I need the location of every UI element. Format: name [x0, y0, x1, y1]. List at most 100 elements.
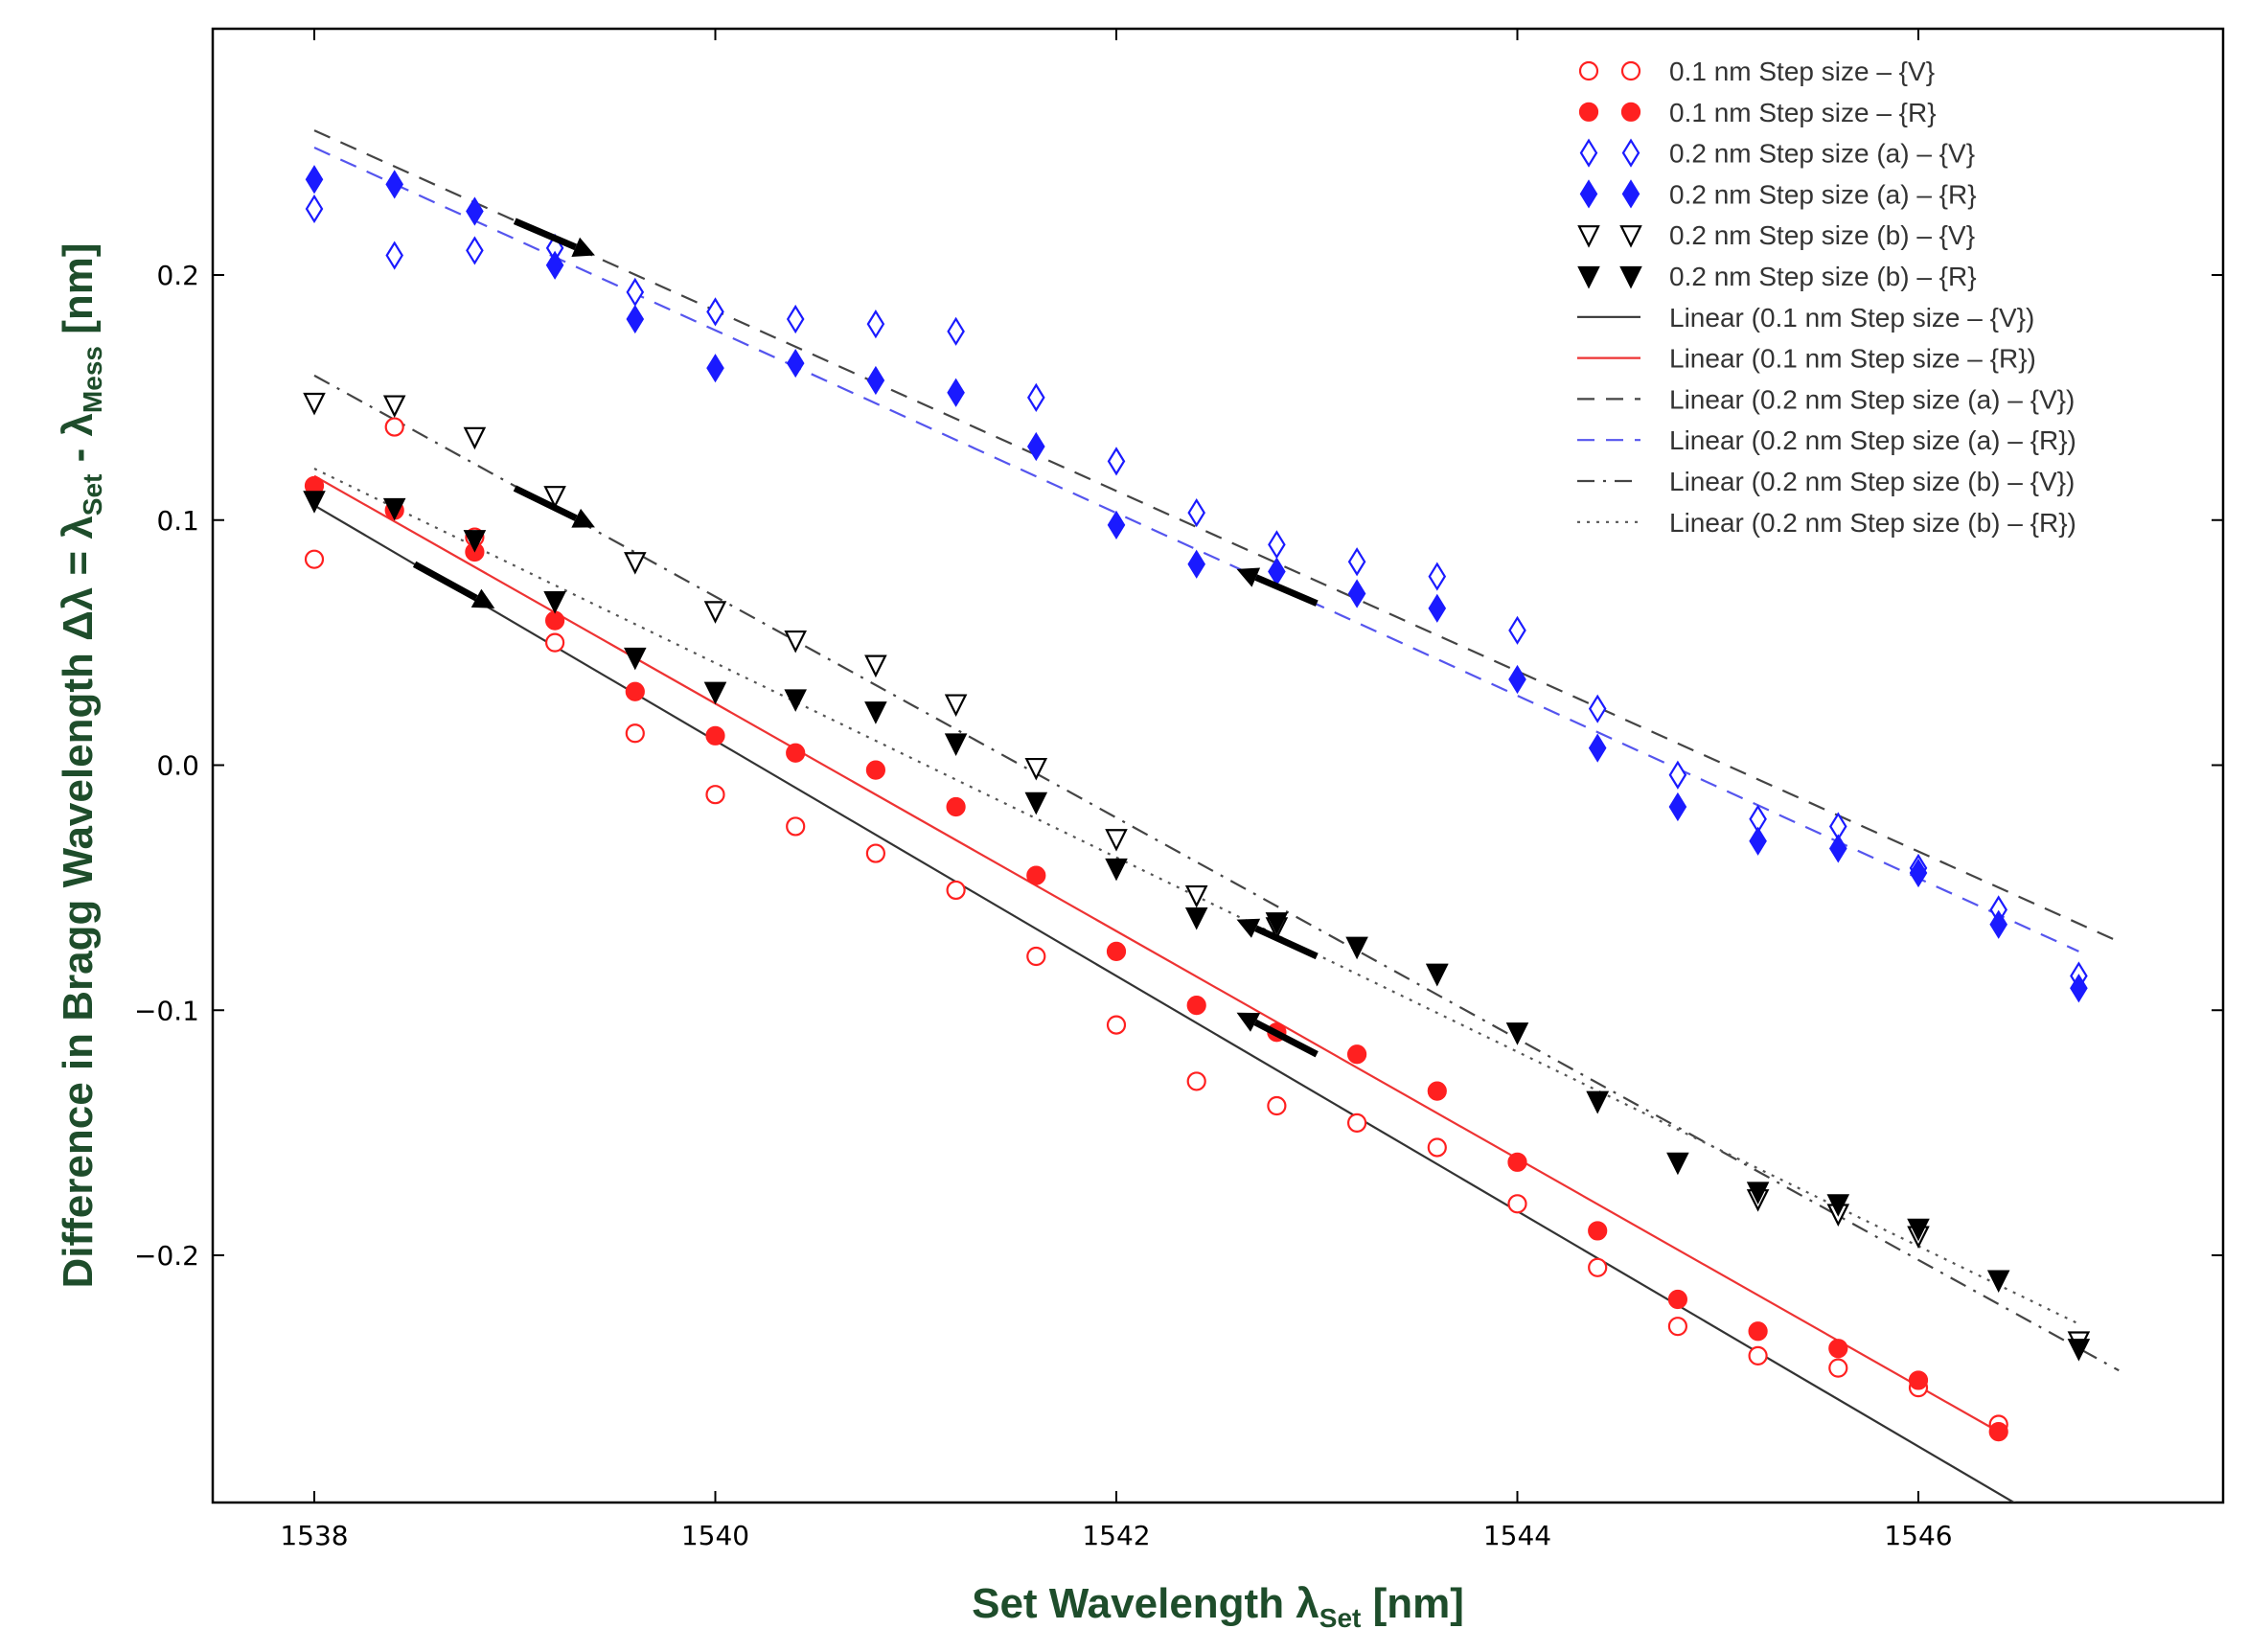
- data-point: [385, 170, 403, 199]
- data-point: [545, 250, 564, 280]
- y-tick-label: 0.0: [156, 750, 199, 782]
- data-point: [1105, 858, 1128, 882]
- legend-label: Linear (0.2 nm Step size (a) – {V}): [1669, 384, 2075, 414]
- data-point: [944, 733, 968, 756]
- data-point: [303, 392, 326, 416]
- data-point: [1186, 1071, 1206, 1091]
- data-point: [1667, 1317, 1688, 1337]
- legend-label: Linear (0.1 nm Step size – {R}): [1669, 344, 2036, 374]
- data-point: [1187, 497, 1205, 528]
- data-point: [1986, 1270, 2010, 1294]
- data-point: [1024, 792, 1048, 815]
- y-axis-title: Difference in Bragg Wavelength Δλ = λSet…: [55, 242, 107, 1288]
- data-point: [866, 310, 885, 339]
- data-point: [944, 694, 968, 718]
- data-point: [784, 630, 807, 654]
- fit-line: [313, 147, 2079, 952]
- fit-line: [313, 374, 2120, 1372]
- x-tick-label: 1544: [1483, 1520, 1551, 1551]
- arrow-shaft: [1253, 1019, 1319, 1058]
- data-point: [384, 417, 404, 437]
- data-point: [1106, 941, 1127, 961]
- legend-label: 0.2 nm Step size (b) – {V}: [1669, 220, 1975, 250]
- data-point: [1428, 562, 1447, 591]
- data-point: [543, 591, 566, 614]
- data-point: [946, 796, 966, 817]
- fit-lines: [313, 129, 2120, 1503]
- data-point: [1828, 1339, 1848, 1359]
- data-point: [706, 354, 724, 383]
- data-point: [1588, 694, 1607, 723]
- data-point: [382, 497, 406, 521]
- arrow-shaft: [1254, 925, 1319, 960]
- data-point: [1909, 858, 1928, 888]
- data-point: [1184, 884, 1208, 908]
- data-point: [1989, 909, 2007, 939]
- fit-line: [313, 468, 2079, 1325]
- y-tick-label: 0.1: [156, 505, 199, 537]
- data-point: [466, 196, 484, 226]
- legend-marker: [1620, 60, 1641, 81]
- data-point: [864, 701, 887, 724]
- plot-area: [211, 27, 2225, 1504]
- data-point: [1829, 834, 1847, 863]
- data-point: [1186, 996, 1206, 1016]
- legend-label: 0.2 nm Step size (b) – {R}: [1669, 262, 1977, 291]
- data-point: [624, 552, 647, 575]
- data-point: [1346, 1044, 1367, 1065]
- data-point: [1749, 826, 1767, 856]
- legend-marker: [1621, 138, 1640, 168]
- data-point: [786, 816, 806, 837]
- data-point: [2070, 974, 2088, 1003]
- arrow-head: [571, 508, 595, 528]
- data-point: [1507, 1152, 1527, 1172]
- data-point: [1267, 1095, 1287, 1116]
- data-point: [543, 486, 566, 509]
- data-point: [303, 491, 326, 514]
- y-tick-label: −0.1: [134, 995, 199, 1026]
- legend: 0.1 nm Step size – {V} 0.1 nm Step size –…: [1577, 57, 2076, 538]
- data-point: [1505, 1022, 1529, 1045]
- data-point: [1106, 1015, 1127, 1035]
- data-point: [1666, 1152, 1689, 1176]
- arrow-head: [1236, 1012, 1261, 1032]
- data-point: [1907, 1218, 1930, 1242]
- legend-marker: [1579, 138, 1598, 168]
- legend-marker: [1578, 102, 1599, 122]
- data-point: [305, 165, 324, 195]
- data-point: [865, 843, 886, 863]
- fit-line: [313, 129, 2120, 943]
- data-point: [1667, 1289, 1688, 1310]
- x-tick-label: 1542: [1082, 1520, 1150, 1551]
- legend-label: 0.1 nm Step size – {V}: [1669, 57, 1935, 86]
- legend-marker: [1620, 102, 1641, 122]
- data-point: [625, 723, 645, 744]
- data-point: [1508, 615, 1526, 645]
- data-point: [786, 348, 805, 379]
- legend-label: Linear (0.1 nm Step size – {V}): [1669, 303, 2034, 333]
- data-point: [626, 304, 645, 334]
- data-point: [2067, 1339, 2091, 1362]
- data-point: [1508, 664, 1526, 695]
- legend-marker: [1577, 225, 1600, 248]
- arrow-shaft: [1254, 574, 1319, 607]
- data-point: [1826, 1194, 1850, 1217]
- data-point: [1105, 829, 1128, 852]
- arrow-shaft: [513, 218, 578, 251]
- legend-label: Linear (0.2 nm Step size (a) – {R}): [1669, 425, 2076, 455]
- data-point: [463, 426, 487, 450]
- data-point: [706, 297, 724, 327]
- data-point: [1347, 547, 1366, 577]
- data-point: [866, 365, 885, 396]
- data-point: [1346, 1113, 1367, 1133]
- data-point: [382, 395, 406, 419]
- data-point: [947, 316, 965, 346]
- data-point: [784, 689, 807, 712]
- data-point: [1027, 382, 1045, 412]
- arrow-head: [571, 237, 595, 258]
- data-point: [1107, 510, 1126, 539]
- data-point: [865, 760, 886, 780]
- legend-marker: [1619, 225, 1642, 248]
- data-point: [947, 378, 965, 407]
- data-point: [1027, 431, 1045, 462]
